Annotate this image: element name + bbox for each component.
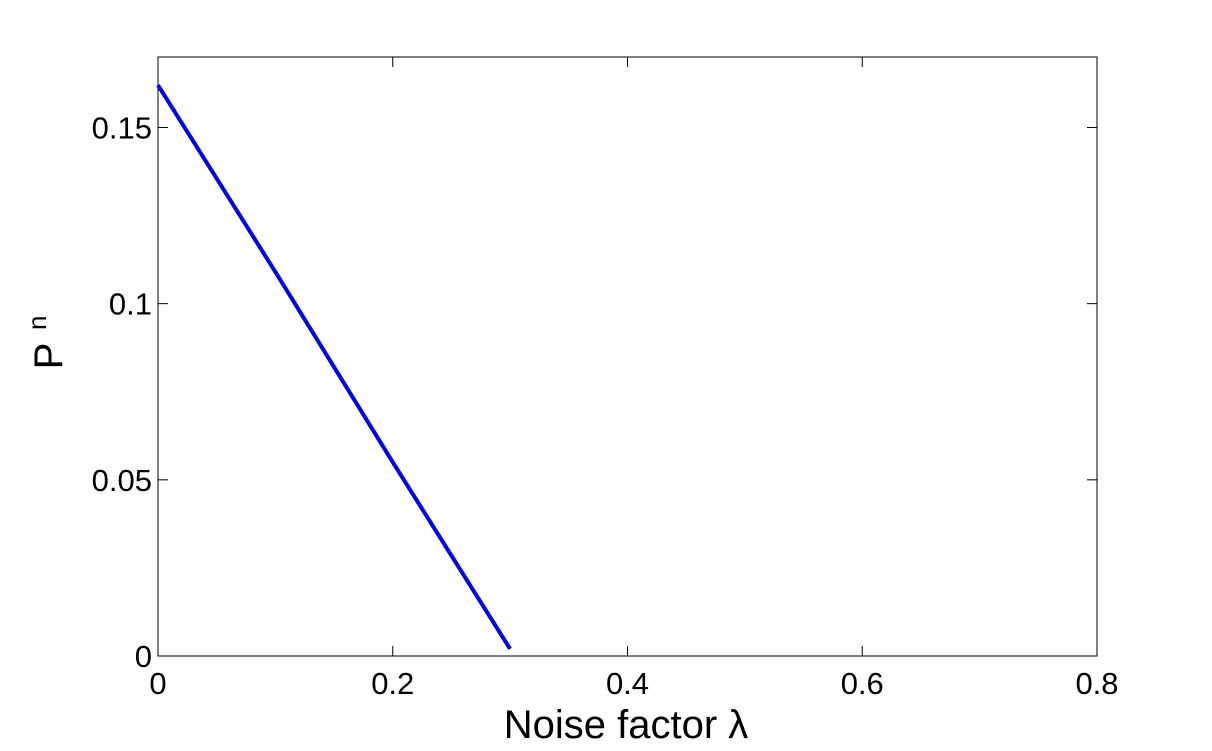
x-tick-label: 0.8	[1075, 666, 1118, 701]
x-axis-label: Noise factor λ	[504, 703, 749, 747]
y-tick-label: 0.15	[92, 110, 152, 145]
x-tick-label: 0	[149, 666, 166, 701]
y-axis-label: P n	[22, 316, 71, 370]
x-tick-label: 0.6	[841, 666, 884, 701]
line	[156, 84, 512, 651]
y-axis-label-superscript: n	[22, 316, 52, 330]
x-tick-label: 0.2	[371, 666, 414, 701]
axes-box	[157, 56, 1098, 657]
y-tick-label: 0.1	[109, 287, 152, 322]
y-tick-label: 0	[135, 639, 152, 674]
x-tick-label: 0.4	[606, 666, 649, 701]
y-tick-label: 0.05	[92, 463, 152, 498]
y-axis-label-base: P	[27, 343, 71, 370]
